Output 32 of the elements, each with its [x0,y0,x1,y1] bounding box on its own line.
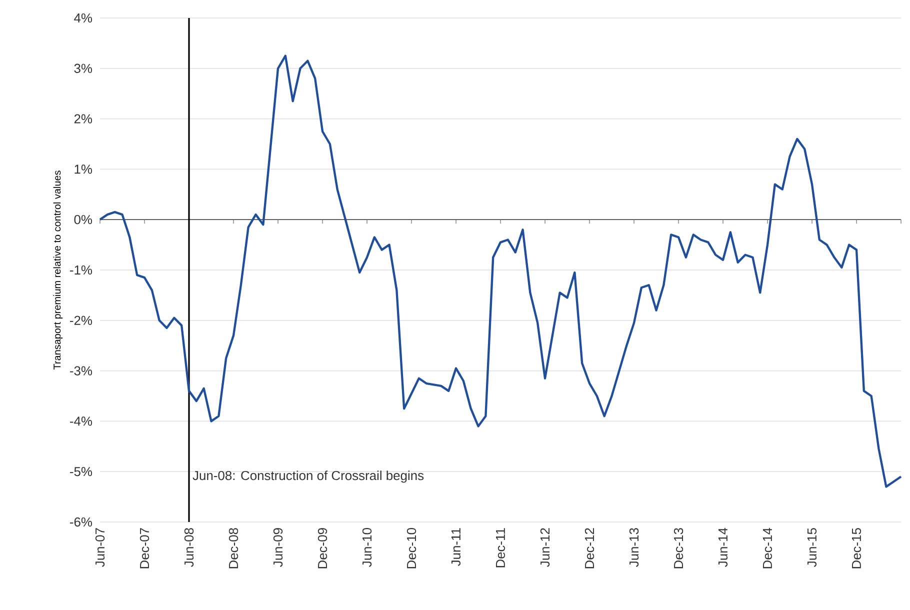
y-tick-label: 4% [74,13,92,23]
x-tick-label: Jun-09 [273,528,283,567]
y-tick-label: 3% [74,64,92,73]
x-tick-label: Dec-07 [140,528,150,568]
x-tick-label: Jun-12 [540,528,550,567]
y-axis-title: Transaport premium relative to control values [53,170,63,370]
x-tick-label: Dec-09 [318,528,328,568]
x-tick-label: Jun-11 [451,528,461,566]
y-tick-label: -5% [70,467,92,476]
x-tick-label: Dec-13 [674,528,684,568]
x-tick-label: Jun-08 [184,528,194,567]
x-tick-label: Dec-14 [762,528,772,568]
y-tick-label: 2% [74,114,92,124]
y-tick-label: -3% [70,366,92,376]
y-tick-label: 1% [74,164,92,174]
y-tick-label: 0% [74,215,92,224]
ref-line-label: Jun-08: Construction of Crossrail begins [192,470,424,483]
x-tick-label: Jun-14 [718,528,728,567]
x-tick-label: Jun-15 [807,528,817,567]
y-tick-label: -6% [70,517,92,527]
x-tick-label: Jun-10 [362,528,372,567]
y-tick-label: -2% [70,316,92,325]
x-tick-label: Jun-07 [95,528,105,567]
x-tick-label: Dec-08 [228,528,238,568]
x-tick-label: Dec-11 [496,528,506,568]
x-tick-label: Jun-13 [629,528,639,567]
y-tick-label: -1% [70,265,92,275]
x-tick-label: Dec-15 [852,528,862,568]
line-series [98,54,902,488]
x-tick-label: Dec-12 [584,528,594,568]
x-tick-label: Dec-10 [406,528,416,568]
y-tick-label: -4% [70,416,92,426]
